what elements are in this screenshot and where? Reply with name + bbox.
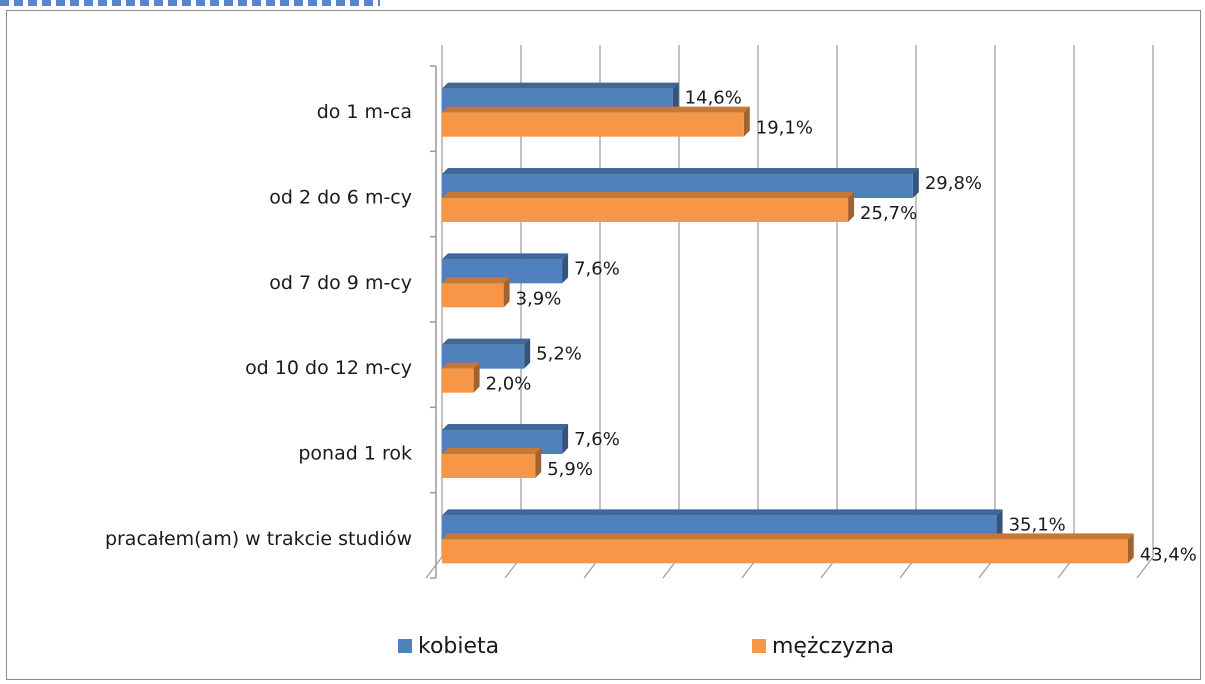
bar-side-face — [743, 106, 750, 137]
bar-side-face — [848, 192, 855, 222]
bar-side-face — [1127, 533, 1134, 564]
data-label: 7,6% — [574, 258, 620, 279]
bar-side-face — [996, 509, 1003, 540]
bar-top-face — [442, 509, 1003, 516]
category-label: ponad 1 rok — [298, 443, 412, 465]
top-decoration — [0, 0, 380, 6]
bar-side-face — [503, 277, 510, 308]
data-label: 5,9% — [547, 459, 593, 480]
bar-top-face — [442, 253, 569, 260]
bar-side-face — [562, 424, 569, 454]
bar-top-face — [442, 106, 750, 113]
category-label: od 7 do 9 m-cy — [269, 272, 412, 294]
gridline-floor — [1136, 556, 1154, 579]
data-label: 43,4% — [1140, 544, 1197, 565]
bar-side-face — [535, 448, 542, 478]
data-label: 14,6% — [685, 88, 742, 109]
bar — [442, 112, 744, 137]
category-label: do 1 m-ca — [317, 101, 412, 123]
bar-top-face — [442, 533, 1134, 540]
bar-side-face — [672, 82, 679, 113]
category-axis — [430, 65, 437, 579]
bar-top-face — [442, 448, 542, 454]
bars — [442, 82, 1134, 564]
data-labels: 14,6% 19,1% 29,8% 25,7% 7,6% 3,9% 5,2%2,0% 7,6%… — [486, 88, 1197, 566]
data-label: 3,9% — [516, 288, 562, 309]
bar — [442, 198, 849, 222]
legend-swatch — [752, 639, 766, 653]
legend-label: mężczyzna — [772, 634, 894, 659]
legend-swatch — [398, 639, 412, 653]
data-label: 7,6% — [574, 429, 620, 450]
data-label: 29,8% — [925, 173, 982, 194]
bar-side-face — [524, 338, 531, 369]
data-label: 5,2% — [536, 344, 582, 365]
category-label: pracałem(am) w trakcie studiów — [105, 528, 412, 550]
bar-side-face — [562, 253, 569, 284]
category-label: od 2 do 6 m-cy — [269, 187, 412, 209]
bar-side-face — [912, 168, 919, 198]
category-label: od 10 do 12 m-cy — [245, 357, 412, 379]
bar-side-face — [473, 362, 480, 393]
bar — [442, 283, 504, 308]
legend: kobieta mężczyzna — [398, 634, 894, 659]
data-label: 2,0% — [486, 374, 532, 395]
data-label: 25,7% — [860, 203, 917, 224]
category-labels: do 1 m-ca od 2 do 6 m-cy od 7 do 9 m-cy od … — [105, 101, 412, 550]
bar — [442, 539, 1128, 564]
bar-top-face — [442, 168, 919, 174]
bar-top-face — [442, 192, 855, 198]
bar-top-face — [442, 277, 510, 284]
data-label: 19,1% — [756, 118, 813, 139]
bar — [442, 454, 536, 478]
legend-label: kobieta — [418, 634, 499, 659]
data-label: 35,1% — [1009, 514, 1066, 535]
bar-top-face — [442, 338, 531, 345]
bar-top-face — [442, 362, 480, 369]
floor-edge — [425, 556, 443, 579]
bar-top-face — [442, 82, 679, 89]
bar — [442, 368, 474, 393]
bar-top-face — [442, 424, 569, 430]
